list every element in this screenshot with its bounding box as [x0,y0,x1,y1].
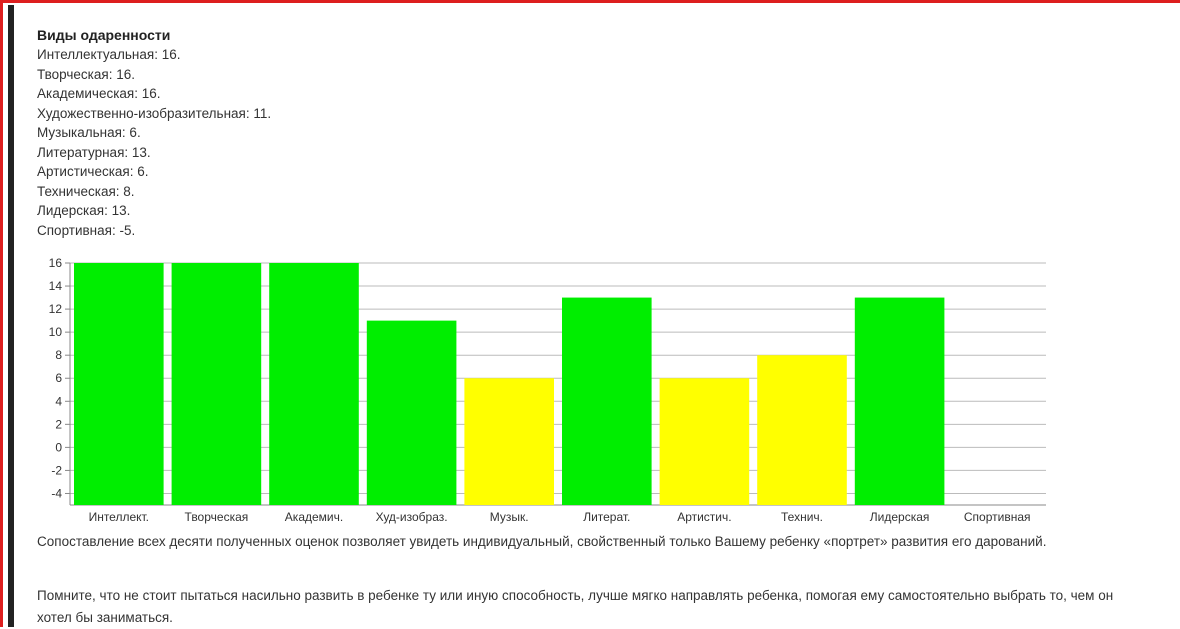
stat-literary: Литературная: 13. [37,144,151,160]
bar [74,263,164,505]
frame-top-border [0,0,1180,3]
description-paragraph-2: Помните, что не стоит пытаться насильно … [37,588,1114,625]
x-tick-label: Музык. [490,510,529,524]
stat-sport: Спортивная: -5. [37,222,136,238]
section-heading: Виды одаренности [37,27,171,43]
y-tick-label: -4 [51,486,62,500]
frame-left-border [0,0,3,627]
giftedness-summary: Виды одаренности Интеллектуальная: 16. Т… [37,26,1147,240]
stat-art: Художественно-изобразительная: 11. [37,105,272,121]
stat-technical: Техническая: 8. [37,183,135,199]
x-tick-label: Спортивная [964,510,1031,524]
stat-intellectual: Интеллектуальная: 16. [37,47,181,62]
y-tick-label: -2 [51,463,62,477]
x-tick-label: Артистич. [677,510,731,524]
bar [562,297,652,505]
y-tick-label: 16 [49,256,63,270]
y-tick-label: 14 [49,279,63,293]
stat-academic: Академическая: 16. [37,86,161,101]
stat-leadership: Лидерская: 13. [37,203,131,218]
x-tick-label: Академич. [285,510,343,524]
y-tick-label: 6 [55,371,62,385]
x-tick-label: Интеллект. [89,510,149,524]
y-tick-label: 8 [55,348,62,362]
giftedness-bar-chart: 16 14 12 10 8 6 4 2 0 -2 -4 Интеллект. Творческая Ака… [49,256,1046,524]
x-tick-label: Лидерская [870,510,930,524]
bar [659,378,750,505]
bar [269,263,359,505]
bar [464,378,554,505]
x-tick-label: Технич. [781,510,823,524]
stat-acting: Артистическая: 6. [37,164,149,179]
x-tick-label: Худ-изобраз. [376,510,448,524]
y-tick-label: 0 [55,440,62,454]
bar [171,263,262,505]
y-tick-label: 10 [49,325,63,339]
y-tick-label: 4 [55,394,62,408]
y-tick-label: 2 [55,417,62,431]
bar [757,355,847,505]
x-tick-label: Литерат. [583,510,630,524]
stat-music: Музыкальная: 6. [37,125,141,140]
x-tick-label: Творческая [185,510,249,524]
stat-creative: Творческая: 16. [37,66,135,82]
y-tick-label: 12 [49,302,63,316]
bar [366,320,457,505]
frame-left-bar [8,5,14,627]
description-paragraph-1: Сопоставление всех десяти полученных оце… [37,534,1047,549]
bar [854,297,945,505]
